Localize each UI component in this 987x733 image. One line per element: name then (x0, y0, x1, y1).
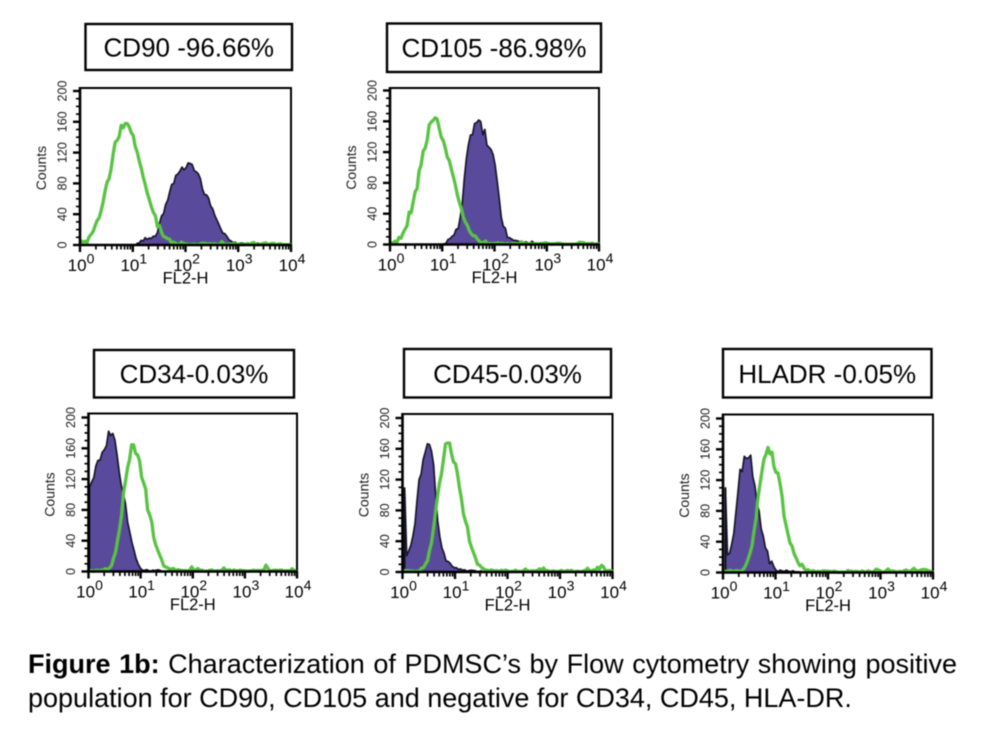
svg-text:FL2-H: FL2-H (485, 597, 531, 615)
svg-text:104: 104 (279, 251, 306, 276)
svg-text:101: 101 (120, 251, 147, 276)
svg-text:160: 160 (366, 111, 380, 132)
svg-text:Counts: Counts (356, 473, 372, 517)
svg-text:100: 100 (68, 251, 95, 276)
svg-text:160: 160 (378, 438, 392, 459)
svg-text:FL2-H: FL2-H (170, 596, 216, 614)
svg-text:100: 100 (378, 250, 405, 275)
svg-text:40: 40 (378, 534, 392, 548)
svg-text:CD34-0.03%: CD34-0.03% (120, 359, 269, 389)
svg-text:200: 200 (64, 407, 78, 428)
svg-text:120: 120 (378, 469, 392, 490)
svg-text:200: 200 (366, 80, 380, 101)
svg-text:103: 103 (233, 577, 260, 602)
svg-text:0: 0 (366, 241, 380, 248)
svg-text:0: 0 (64, 568, 78, 575)
svg-text:80: 80 (366, 176, 380, 190)
svg-text:101: 101 (443, 578, 470, 603)
svg-text:80: 80 (56, 176, 70, 190)
svg-text:100: 100 (390, 578, 417, 603)
svg-text:FL2-H: FL2-H (163, 270, 209, 288)
svg-text:CD90 -96.66%: CD90 -96.66% (104, 33, 275, 63)
svg-text:80: 80 (699, 504, 713, 518)
svg-text:101: 101 (128, 577, 155, 602)
svg-text:120: 120 (366, 142, 380, 163)
svg-text:HLADR -0.05%: HLADR -0.05% (738, 359, 916, 389)
svg-text:104: 104 (600, 578, 627, 603)
svg-text:Counts: Counts (676, 473, 692, 517)
svg-text:80: 80 (378, 503, 392, 517)
svg-text:Counts: Counts (33, 146, 49, 190)
svg-text:104: 104 (285, 577, 312, 602)
svg-text:CD45-0.03%: CD45-0.03% (433, 359, 582, 389)
svg-text:FL2-H: FL2-H (805, 597, 851, 615)
svg-text:104: 104 (921, 578, 948, 603)
svg-text:103: 103 (548, 578, 575, 603)
svg-text:Counts: Counts (343, 145, 359, 189)
svg-text:104: 104 (587, 250, 614, 275)
svg-text:101: 101 (430, 250, 457, 275)
svg-text:80: 80 (64, 503, 78, 517)
svg-text:40: 40 (366, 207, 380, 221)
svg-text:FL2-H: FL2-H (472, 269, 518, 287)
svg-text:100: 100 (711, 578, 738, 603)
svg-text:120: 120 (56, 142, 70, 163)
svg-text:40: 40 (699, 535, 713, 549)
svg-text:0: 0 (56, 241, 70, 248)
svg-text:200: 200 (699, 408, 713, 429)
svg-text:200: 200 (378, 408, 392, 429)
svg-text:101: 101 (763, 578, 790, 603)
svg-text:160: 160 (64, 438, 78, 459)
svg-text:160: 160 (56, 111, 70, 132)
svg-text:200: 200 (56, 81, 70, 102)
svg-text:120: 120 (64, 469, 78, 490)
svg-text:0: 0 (378, 568, 392, 575)
svg-text:Counts: Counts (42, 472, 58, 516)
svg-text:103: 103 (226, 251, 253, 276)
svg-text:40: 40 (64, 534, 78, 548)
svg-text:160: 160 (699, 439, 713, 460)
svg-text:100: 100 (76, 577, 103, 602)
svg-text:0: 0 (699, 569, 713, 576)
svg-text:120: 120 (699, 470, 713, 491)
svg-text:40: 40 (56, 207, 70, 221)
svg-text:103: 103 (534, 250, 561, 275)
svg-text:CD105 -86.98%: CD105 -86.98% (402, 33, 587, 63)
svg-text:103: 103 (868, 578, 895, 603)
